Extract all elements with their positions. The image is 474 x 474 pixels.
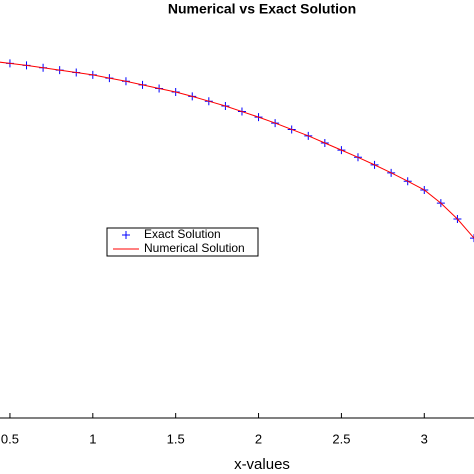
x-tick-label: 1 <box>89 431 96 446</box>
x-tick-label: 3 <box>421 431 428 446</box>
x-axis-label: x-values <box>234 456 290 473</box>
x-tick-label: 2 <box>255 431 262 446</box>
legend-marker <box>122 231 130 239</box>
x-tick-label: 1.5 <box>167 431 185 446</box>
legend-label: Numerical Solution <box>144 241 245 255</box>
legend-box <box>106 227 259 257</box>
series-line <box>0 61 474 239</box>
x-tick-label: 0.5 <box>1 431 19 446</box>
chart-title: Numerical vs Exact Solution <box>168 1 356 17</box>
legend-label: Exact Solution <box>144 227 221 241</box>
plot-area <box>0 59 474 243</box>
x-tick-label: 2.5 <box>332 431 350 446</box>
point-marker <box>470 234 474 243</box>
